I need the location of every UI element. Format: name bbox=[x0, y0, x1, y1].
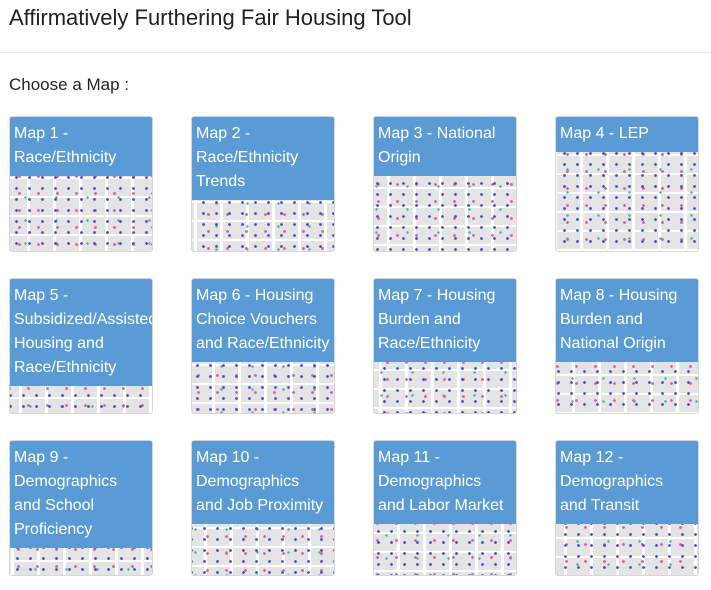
map-card[interactable]: Map 10 - Demographics and Job Proximity bbox=[191, 440, 335, 576]
map-label: Map 11 - Demographics and Labor Market bbox=[374, 441, 516, 524]
map-card[interactable]: Map 8 - Housing Burden and National Orig… bbox=[555, 278, 699, 414]
page-title: Affirmatively Furthering Fair Housing To… bbox=[9, 5, 412, 30]
map-card[interactable]: Map 4 - LEP bbox=[555, 116, 699, 252]
prompt: Choose a Map : bbox=[9, 75, 130, 94]
map-label: Map 1 - Race/Ethnicity bbox=[10, 117, 152, 176]
map-label: Map 7 - Housing Burden and Race/Ethnicit… bbox=[374, 279, 516, 362]
map-label: Map 10 - Demographics and Job Proximity bbox=[192, 441, 334, 524]
map-card[interactable]: Map 12 - Demographics and Transit bbox=[555, 440, 699, 576]
map-label: Map 6 - Housing Choice Vouchers and Race… bbox=[192, 279, 334, 362]
map-card[interactable]: Map 9 - Demographics and School Proficie… bbox=[9, 440, 153, 576]
map-card[interactable]: Map 2 - Race/Ethnicity Trends bbox=[191, 116, 335, 252]
map-card[interactable]: Map 6 - Housing Choice Vouchers and Race… bbox=[191, 278, 335, 414]
map-label: Map 9 - Demographics and School Proficie… bbox=[10, 441, 152, 548]
map-label: Map 2 - Race/Ethnicity Trends bbox=[192, 117, 334, 200]
divider bbox=[0, 52, 711, 53]
map-card[interactable]: Map 11 - Demographics and Labor Market bbox=[373, 440, 517, 576]
map-label: Map 3 - National Origin bbox=[374, 117, 516, 176]
map-label: Map 8 - Housing Burden and National Orig… bbox=[556, 279, 698, 362]
map-label: Map 4 - LEP bbox=[556, 117, 698, 152]
map-label: Map 5 - Subsidized/Assisted Housing and … bbox=[10, 279, 152, 386]
map-card[interactable]: Map 7 - Housing Burden and Race/Ethnicit… bbox=[373, 278, 517, 414]
map-card[interactable]: Map 5 - Subsidized/Assisted Housing and … bbox=[9, 278, 153, 414]
map-card[interactable]: Map 3 - National Origin bbox=[373, 116, 517, 252]
map-card[interactable]: Map 1 - Race/Ethnicity bbox=[9, 116, 153, 252]
map-label: Map 12 - Demographics and Transit bbox=[556, 441, 698, 524]
